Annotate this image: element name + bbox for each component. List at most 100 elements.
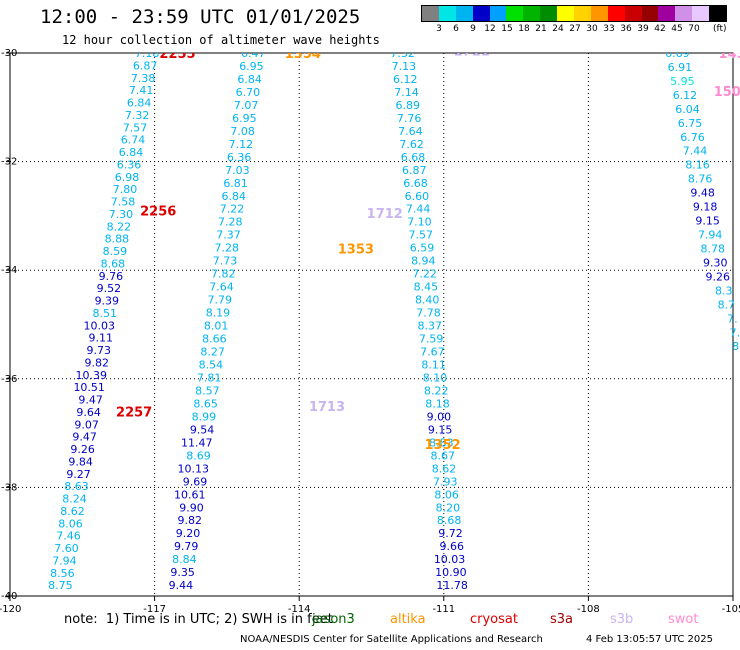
wave-height-value: 10.03 xyxy=(434,553,466,566)
mission-label-cryosat: cryosat xyxy=(470,612,518,627)
legend-swatch xyxy=(540,6,558,21)
legend-tick-label: 36 xyxy=(620,24,632,34)
legend-tick-label: 15 xyxy=(501,24,513,34)
wave-height-value: 9.47 xyxy=(78,394,103,407)
wave-height-value: 7.80 xyxy=(113,183,138,196)
legend-tick-label: 30 xyxy=(586,24,598,34)
wave-height-value: 11.78 xyxy=(436,579,468,592)
wave-height-value: 8.3 xyxy=(715,284,733,297)
wave-height-value: 5.95 xyxy=(670,75,695,88)
wave-height-value: 9.27 xyxy=(66,468,91,481)
wave-height-value: 7.18 xyxy=(135,47,160,60)
wave-height-value: 10.13 xyxy=(178,462,210,475)
wave-height-value: 9.26 xyxy=(70,443,95,456)
wave-height-value: 10.03 xyxy=(84,319,116,332)
legend-swatch xyxy=(709,6,727,21)
wave-height-value: 9.11 xyxy=(89,332,114,345)
color-legend: (ft) 3 6 9 12 15 18 21 24 27 30 33 36 39 42 45 70 xyxy=(421,5,727,36)
wave-height-value: 10.90 xyxy=(435,566,467,579)
wave-height-value: 9.20 xyxy=(176,527,201,540)
legend-tick-label: 21 xyxy=(535,24,547,34)
legend-tick-label: 27 xyxy=(569,24,581,34)
legend-swatch xyxy=(438,6,456,21)
wave-height-value: 7.59 xyxy=(419,333,444,346)
plot-frame xyxy=(9,52,734,597)
wave-height-value: 9.47 xyxy=(72,431,97,444)
legend-swatch xyxy=(472,6,490,21)
wave-height-value: 6.84 xyxy=(127,97,152,110)
legend-tick-label: 24 xyxy=(552,24,564,34)
wave-height-value: 7.57 xyxy=(408,229,433,242)
legend-unit: (ft) xyxy=(713,24,727,34)
pass-number-label: 1353 xyxy=(338,242,374,257)
legend-color-bar xyxy=(421,5,727,22)
wave-height-value: 6.75 xyxy=(678,117,703,130)
x-tick-label: -114 xyxy=(288,604,311,615)
mission-label-s3a: s3a xyxy=(550,612,574,627)
legend-swatch xyxy=(557,6,575,21)
wave-height-value: 6.81 xyxy=(223,177,248,190)
wave-height-value: 9.82 xyxy=(177,514,202,527)
wave-height-value: 8.68 xyxy=(437,514,462,527)
x-tick-label: -111 xyxy=(432,604,455,615)
track-values: 7.186.877.387.416.847.327.576.746.846.36… xyxy=(48,44,740,592)
wave-height-value: 6.89 xyxy=(396,99,421,112)
wave-height-value: 8.22 xyxy=(107,220,132,233)
wave-height-value: 7.82 xyxy=(211,268,236,281)
wave-height-value: 6.98 xyxy=(115,171,140,184)
wave-height-value: 7.32 xyxy=(125,109,150,122)
legend-swatch xyxy=(641,6,659,21)
y-tick-label: -36 xyxy=(1,374,17,385)
y-tick-label: -32 xyxy=(1,157,17,168)
wave-height-value: 9.69 xyxy=(183,475,208,488)
mission-label-s3b: s3b xyxy=(610,612,634,627)
wave-height-value: 9.90 xyxy=(179,501,204,514)
pass-number-label: 1711 xyxy=(453,44,489,59)
legend-tick-label: 3 xyxy=(436,24,442,34)
wave-height-value: 7.44 xyxy=(406,203,431,216)
wave-height-value: 8.67 xyxy=(430,449,455,462)
legend-swatch xyxy=(658,6,676,21)
wave-height-value: 8.19 xyxy=(206,307,231,320)
wave-height-value: 6.87 xyxy=(402,164,427,177)
wave-height-value: 9.44 xyxy=(169,579,194,592)
wave-height-value: 8.56 xyxy=(50,567,75,580)
legend-swatch xyxy=(506,6,524,21)
wave-height-value: 6.87 xyxy=(133,59,158,72)
x-tick-label: -105 xyxy=(722,604,740,615)
pass-number-label: 2256 xyxy=(140,204,176,219)
wave-height-value: 8.88 xyxy=(105,233,130,246)
wave-height-value: 8.40 xyxy=(415,294,440,307)
legend-swatch xyxy=(624,6,642,21)
wave-height-value: 7.10 xyxy=(407,216,432,229)
wave-height-value: 6.91 xyxy=(668,61,693,74)
wave-height-value: 7.32 xyxy=(390,47,415,60)
wave-height-value: 9.48 xyxy=(690,187,715,200)
wave-height-value: 7.22 xyxy=(412,268,437,281)
wave-height-value: 7.38 xyxy=(131,72,156,85)
wave-height-value: 7.41 xyxy=(129,84,154,97)
wave-height-value: 8.7 xyxy=(718,298,736,311)
legend-tick-label: 33 xyxy=(603,24,615,34)
wave-height-value: 9.52 xyxy=(97,282,122,295)
wave-height-value: 7.07 xyxy=(234,99,259,112)
wave-height-value: 9.26 xyxy=(706,270,731,283)
wave-height-value: 7.30 xyxy=(109,208,134,221)
wave-height-value: 8.20 xyxy=(436,501,461,514)
wave-height-value: 7.64 xyxy=(209,281,234,294)
wave-height-value: 9.15 xyxy=(695,215,720,228)
wave-height-value: 8.54 xyxy=(199,358,224,371)
wave-height-value: 7.62 xyxy=(399,138,424,151)
wave-height-value: 8.75 xyxy=(48,579,73,592)
wave-height-value: 9.35 xyxy=(170,566,195,579)
wave-height-value: 6.84 xyxy=(237,73,262,86)
wave-height-value: 6.69 xyxy=(665,47,690,60)
wave-height-value: 7.14 xyxy=(394,86,419,99)
wave-height-value: 9.30 xyxy=(703,256,728,269)
wave-height-value: 7. xyxy=(730,326,740,339)
generated-timestamp: 4 Feb 13:05:57 UTC 2025 xyxy=(586,634,713,645)
wave-height-value: 8.06 xyxy=(434,488,459,501)
legend-tick-label: 18 xyxy=(518,24,530,34)
wave-height-value: 9.07 xyxy=(74,418,99,431)
